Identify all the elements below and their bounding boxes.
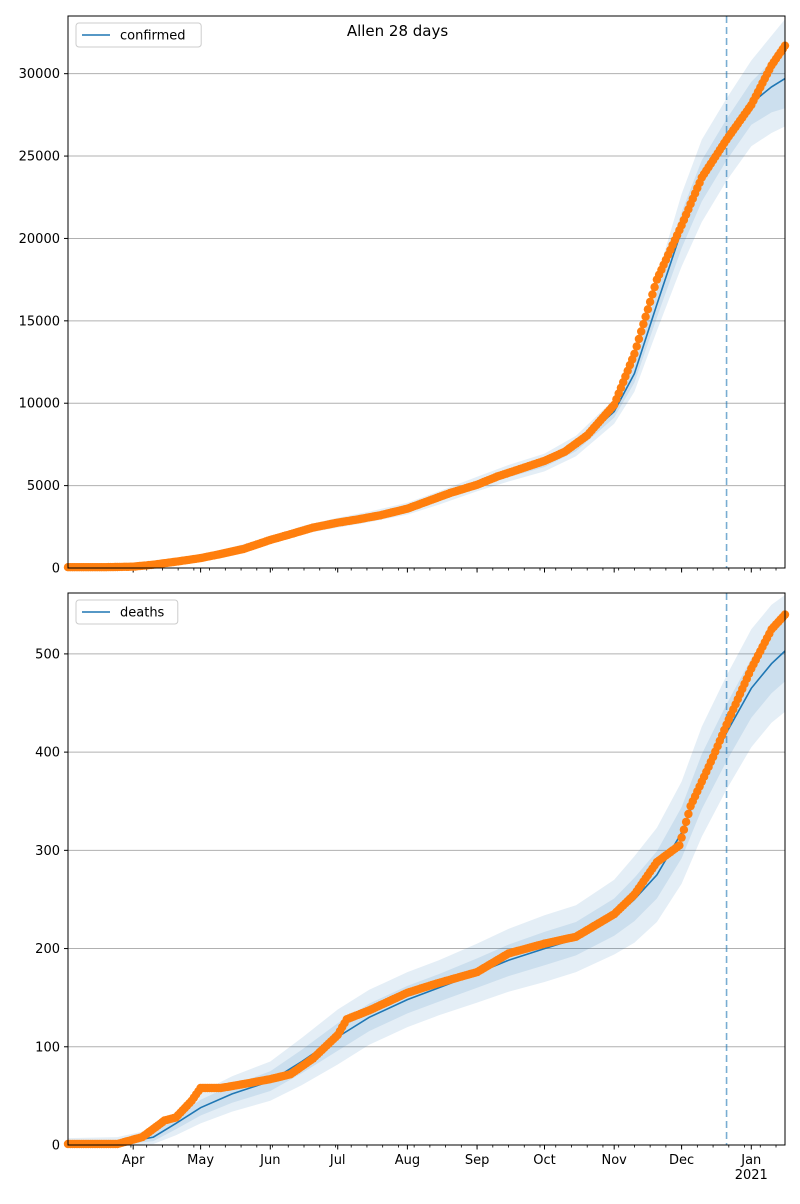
y-tick-label: 25000: [19, 150, 60, 165]
observed-point: [630, 349, 639, 358]
observed-point: [639, 319, 648, 329]
y-tick-label: 100: [35, 1040, 60, 1055]
legend: confirmed: [75, 22, 202, 48]
legend-label: deaths: [120, 606, 165, 621]
legend: deaths: [75, 599, 179, 625]
x-tick-label: Jul: [329, 1153, 346, 1168]
observed-point: [681, 817, 691, 827]
x-tick-label: Apr: [122, 1153, 145, 1168]
y-tick-label: 5000: [27, 479, 60, 494]
axes-frame: [67, 15, 786, 569]
series-line-deaths: [67, 650, 786, 1146]
observed-point: [675, 841, 684, 850]
observed-point: [648, 290, 657, 299]
observed-point: [632, 342, 641, 351]
observed-point: [641, 312, 650, 321]
x-tick-label: Sep: [465, 1153, 490, 1168]
figure-title: Allen 28 days: [346, 22, 449, 40]
observed-point: [650, 282, 659, 292]
y-tick-label: 500: [35, 647, 60, 662]
observed-point: [679, 825, 689, 834]
y-tick-label: 0: [52, 562, 60, 577]
y-tick-label: 400: [35, 746, 60, 761]
axes-frame: [67, 592, 786, 1146]
y-tick-label: 10000: [19, 397, 60, 412]
x-tick-label: Oct: [533, 1153, 555, 1168]
chart-panel-2: 0 100 200 300 400 500 Apr May Jun Jul Aug Sep Oct Nov…: [35, 592, 790, 1183]
chart-panel-1: 0 5000 10000 15000 20000 25000 30000 confirmed: [19, 15, 790, 577]
y-tick-label: 0: [52, 1139, 60, 1154]
observed-point: [645, 297, 655, 307]
y-tick-label: 20000: [19, 232, 60, 247]
x-tick-label: May: [187, 1153, 214, 1168]
y-tick-label: 30000: [19, 67, 60, 82]
legend-box: [75, 22, 202, 48]
confidence-band: [68, 595, 785, 1145]
y-tick-label: 15000: [19, 314, 60, 329]
observed-point: [634, 334, 644, 344]
x-tick-label: Jan: [740, 1153, 761, 1168]
confidence-band: [68, 49, 785, 568]
legend-box: [75, 599, 179, 625]
x-tick-label: Jun: [259, 1153, 280, 1168]
observed-point: [677, 833, 686, 842]
series-line-confirmed: [68, 77, 786, 569]
observed-point: [637, 327, 646, 336]
legend-label: confirmed: [120, 29, 186, 44]
x-tick-label: Aug: [395, 1153, 420, 1168]
x-tick-label: 2021: [735, 1168, 768, 1183]
x-tick-label: Dec: [669, 1153, 694, 1168]
observed-point: [684, 809, 693, 819]
x-tick-label: Nov: [601, 1153, 627, 1168]
y-tick-label: 200: [35, 942, 60, 957]
confidence-band: [68, 19, 785, 569]
y-tick-label: 300: [35, 844, 60, 859]
observed-point: [643, 305, 653, 314]
